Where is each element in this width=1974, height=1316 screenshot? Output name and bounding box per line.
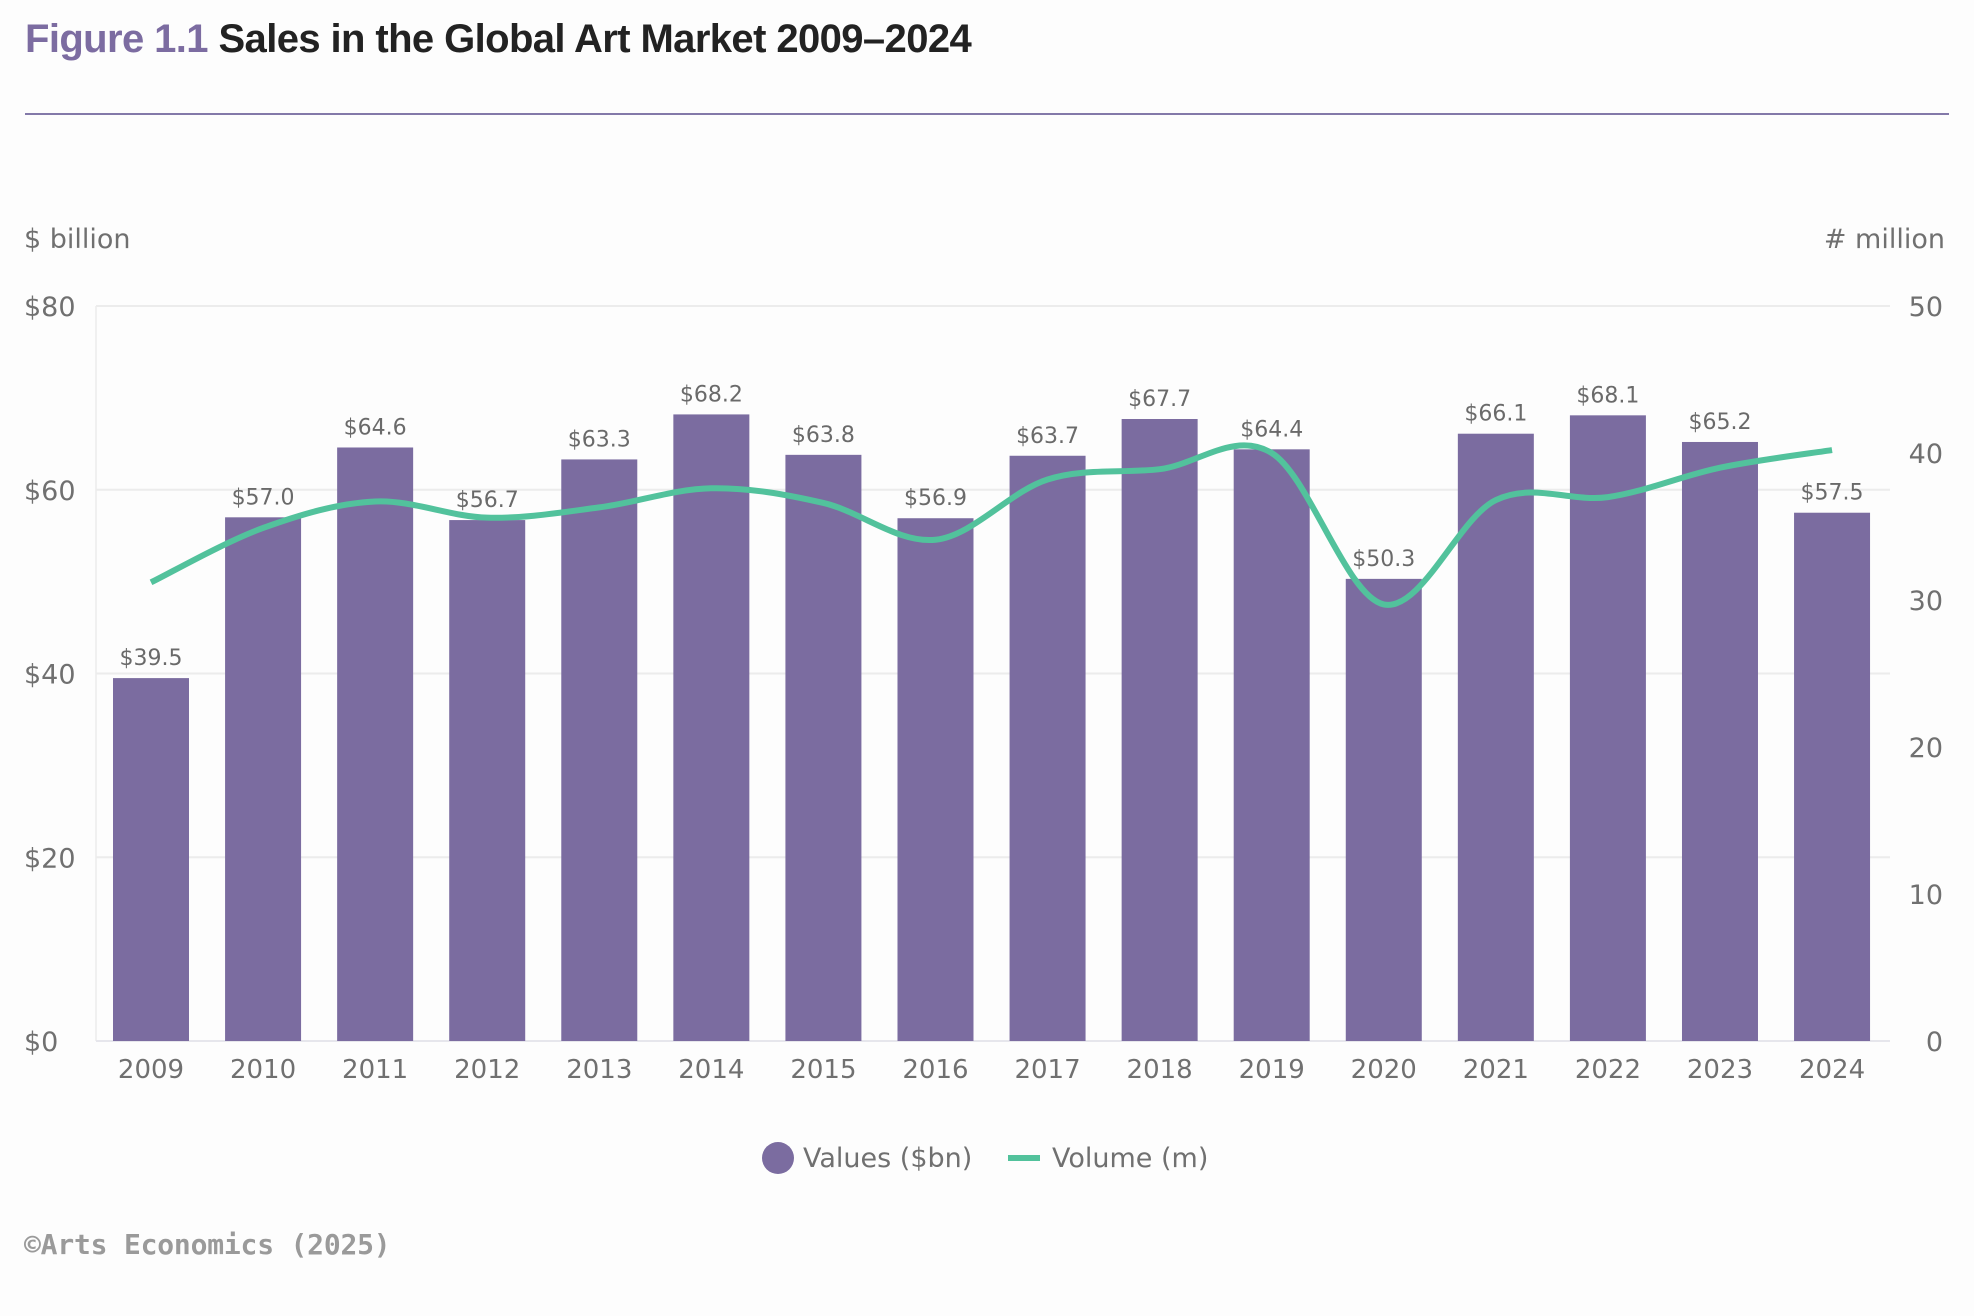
- bar-2023: [1681, 441, 1758, 1042]
- volume-line-path: [149, 442, 1833, 608]
- x-tick-label: 2021: [1463, 1055, 1529, 1085]
- bar-2010: [225, 517, 302, 1041]
- legend-label-values: Values ($bn): [803, 1143, 972, 1174]
- data-label-2009: $39.5: [120, 646, 183, 671]
- x-tick-label: 2015: [790, 1055, 856, 1085]
- x-tick-label: 2024: [1799, 1055, 1865, 1085]
- bar-2015: [785, 454, 862, 1041]
- data-label-2014: $68.2: [680, 382, 743, 407]
- y2-tick-label: 30: [1909, 586, 1943, 617]
- y2-axis-title: # million: [1824, 224, 1945, 255]
- data-labels: $39.5 $57.0 $64.6 $56.7 $63.3 $68.2 $63.8 $56.9…: [120, 382, 1864, 671]
- x-tick-label: 2011: [342, 1055, 408, 1085]
- source-credit: ©Arts Economics (2025): [24, 1228, 391, 1261]
- y2-tick-label: 50: [1909, 292, 1943, 323]
- bar-2020: [1345, 578, 1422, 1041]
- y-tick-label: $60: [24, 476, 76, 507]
- data-label-2020: $50.3: [1352, 547, 1415, 572]
- data-label-2013: $63.3: [568, 427, 631, 452]
- data-label-2021: $66.1: [1464, 402, 1527, 427]
- x-tick-label: 2023: [1687, 1055, 1753, 1085]
- legend-label-volume: Volume (m): [1052, 1143, 1208, 1174]
- legend: Values ($bn) Volume (m): [762, 1142, 1208, 1174]
- figure-title: Sales in the Global Art Market 2009–2024: [218, 17, 972, 61]
- bar-2018: [1121, 419, 1198, 1042]
- data-label-2018: $67.7: [1128, 387, 1191, 412]
- x-tick-label: 2013: [566, 1055, 632, 1085]
- y2-tick-label: 20: [1909, 733, 1943, 764]
- y2-tick-label: 0: [1926, 1027, 1943, 1058]
- figure-number: Figure 1.1: [25, 17, 209, 61]
- x-tick-label: 2014: [678, 1055, 744, 1085]
- data-label-2023: $65.2: [1688, 410, 1751, 435]
- y-axis-title: $ billion: [24, 224, 131, 255]
- volume-line: [149, 442, 1833, 608]
- bar-2012: [449, 520, 526, 1041]
- axes: $ billion # million $0 $20 $40 $60 $80 0 10 20 3…: [24, 224, 1945, 1085]
- x-tick-label: 2019: [1239, 1055, 1305, 1085]
- x-tick-label: 2009: [118, 1055, 184, 1085]
- x-tick-label: 2010: [230, 1055, 296, 1085]
- data-label-2015: $63.8: [792, 423, 855, 448]
- bar-2019: [1233, 449, 1310, 1041]
- y-tick-label: $40: [24, 660, 76, 691]
- bar-2022: [1569, 415, 1646, 1041]
- bars: [113, 414, 1871, 1042]
- data-label-2011: $64.6: [344, 415, 407, 440]
- legend-marker-values: [762, 1142, 794, 1174]
- data-label-2019: $64.4: [1240, 417, 1303, 442]
- bar-2021: [1457, 433, 1534, 1041]
- data-label-2017: $63.7: [1016, 424, 1079, 449]
- bar-2016: [897, 518, 974, 1041]
- chart-title: Figure 1.1 Sales in the Global Art Marke…: [25, 17, 972, 62]
- x-tick-label: 2016: [902, 1055, 968, 1085]
- y2-tick-label: 10: [1909, 880, 1943, 911]
- bar-2024: [1794, 512, 1871, 1041]
- legend-marker-volume: [1008, 1155, 1040, 1161]
- data-label-2024: $57.5: [1801, 481, 1864, 506]
- bar-2011: [337, 447, 414, 1041]
- bar-2009: [113, 678, 189, 1041]
- data-label-2012: $56.7: [456, 488, 519, 513]
- title-divider: [25, 113, 1949, 115]
- x-tick-label: 2017: [1014, 1055, 1080, 1085]
- y-tick-label: $80: [24, 292, 76, 323]
- y-tick-label: $20: [24, 843, 76, 874]
- data-label-2022: $68.1: [1576, 383, 1639, 408]
- y2-tick-label: 40: [1909, 439, 1943, 470]
- bar-2013: [561, 459, 638, 1041]
- x-tick-label: 2018: [1127, 1055, 1193, 1085]
- bar-2017: [1009, 455, 1086, 1042]
- x-tick-label: 2022: [1575, 1055, 1641, 1085]
- y-tick-label: $0: [24, 1027, 58, 1058]
- bar-2014: [673, 414, 750, 1042]
- data-label-2016: $56.9: [904, 486, 967, 511]
- x-tick-label: 2012: [454, 1055, 520, 1085]
- x-tick-label: 2020: [1351, 1055, 1417, 1085]
- data-label-2010: $57.0: [232, 485, 295, 510]
